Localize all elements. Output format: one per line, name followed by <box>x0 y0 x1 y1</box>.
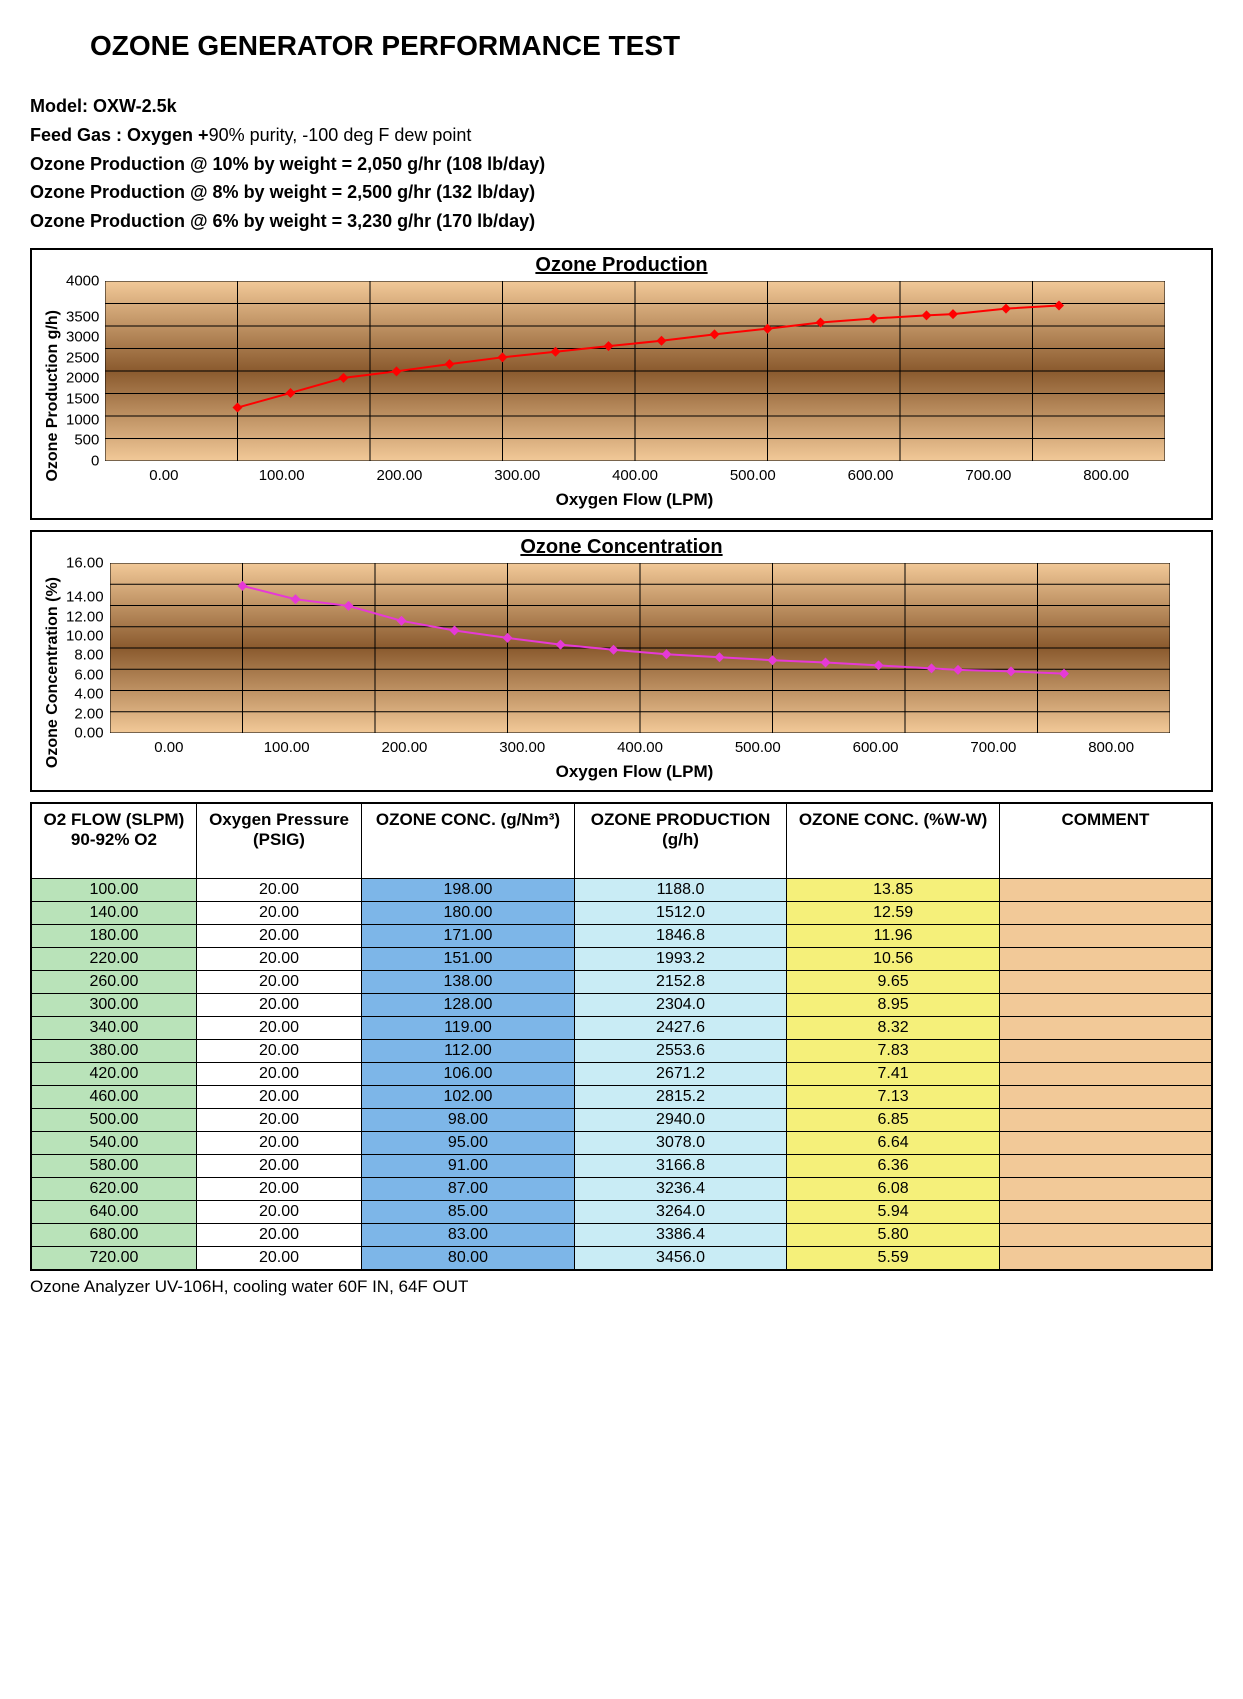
table-row: 380.0020.00112.002553.67.83 <box>31 1039 1212 1062</box>
table-row: 420.0020.00106.002671.27.41 <box>31 1062 1212 1085</box>
table-row: 340.0020.00119.002427.68.32 <box>31 1016 1212 1039</box>
page-title: OZONE GENERATOR PERFORMANCE TEST <box>90 30 1213 62</box>
table-row: 100.0020.00198.001188.013.85 <box>31 878 1212 901</box>
table-row: 180.0020.00171.001846.811.96 <box>31 924 1212 947</box>
chart-ozone-concentration: Ozone Concentration Ozone Concentration … <box>30 530 1213 792</box>
footnote: Ozone Analyzer UV-106H, cooling water 60… <box>30 1277 1213 1297</box>
chart-ozone-production: Ozone Production Ozone Production g/h) 4… <box>30 248 1213 520</box>
chart2-xlabel: Oxygen Flow (LPM) <box>66 762 1203 782</box>
chart1-xticks: 0.00100.00200.00300.00400.00500.00600.00… <box>105 467 1165 484</box>
chart2-plot <box>110 563 1170 733</box>
table-row: 460.0020.00102.002815.27.13 <box>31 1085 1212 1108</box>
table-row: 720.0020.0080.003456.05.59 <box>31 1246 1212 1270</box>
table-row: 540.0020.0095.003078.06.64 <box>31 1131 1212 1154</box>
chart1-ylabel: Ozone Production g/h) <box>40 310 66 482</box>
table-header: O2 FLOW (SLPM) 90-92% O2 <box>31 803 196 879</box>
chart2-ylabel: Ozone Concentration (%) <box>40 577 66 768</box>
table-row: 260.0020.00138.002152.89.65 <box>31 970 1212 993</box>
chart1-xlabel: Oxygen Flow (LPM) <box>66 490 1203 510</box>
table-row: 640.0020.0085.003264.05.94 <box>31 1200 1212 1223</box>
chart1-yticks: 40003500300025002000150010005000 <box>66 281 105 461</box>
table-row: 580.0020.0091.003166.86.36 <box>31 1154 1212 1177</box>
spec-prod10: Ozone Production @ 10% by weight = 2,050… <box>30 150 1213 179</box>
table-row: 500.0020.0098.002940.06.85 <box>31 1108 1212 1131</box>
table-header: OZONE CONC. (%W-W) <box>787 803 1000 879</box>
chart2-title: Ozone Concentration <box>40 536 1203 559</box>
table-row: 680.0020.0083.003386.45.80 <box>31 1223 1212 1246</box>
spec-block: Model: OXW-2.5k Feed Gas : Oxygen +90% p… <box>30 92 1213 236</box>
table-row: 220.0020.00151.001993.210.56 <box>31 947 1212 970</box>
table-row: 300.0020.00128.002304.08.95 <box>31 993 1212 1016</box>
spec-prod8: Ozone Production @ 8% by weight = 2,500 … <box>30 178 1213 207</box>
spec-prod6: Ozone Production @ 6% by weight = 3,230 … <box>30 207 1213 236</box>
table-header: Oxygen Pressure (PSIG) <box>196 803 361 879</box>
table-row: 620.0020.0087.003236.46.08 <box>31 1177 1212 1200</box>
chart1-plot <box>105 281 1165 461</box>
spec-model: Model: OXW-2.5k <box>30 92 1213 121</box>
table-header: OZONE PRODUCTION (g/h) <box>574 803 787 879</box>
spec-feedgas: Feed Gas : Oxygen +90% purity, -100 deg … <box>30 121 1213 150</box>
chart1-title: Ozone Production <box>40 254 1203 277</box>
chart2-xticks: 0.00100.00200.00300.00400.00500.00600.00… <box>110 739 1170 756</box>
chart2-yticks: 16.0014.0012.0010.008.006.004.002.000.00 <box>66 563 110 733</box>
table-row: 140.0020.00180.001512.012.59 <box>31 901 1212 924</box>
data-table: O2 FLOW (SLPM) 90-92% O2Oxygen Pressure … <box>30 802 1213 1271</box>
table-header: COMMENT <box>999 803 1212 879</box>
table-header: OZONE CONC. (g/Nm³) <box>362 803 575 879</box>
